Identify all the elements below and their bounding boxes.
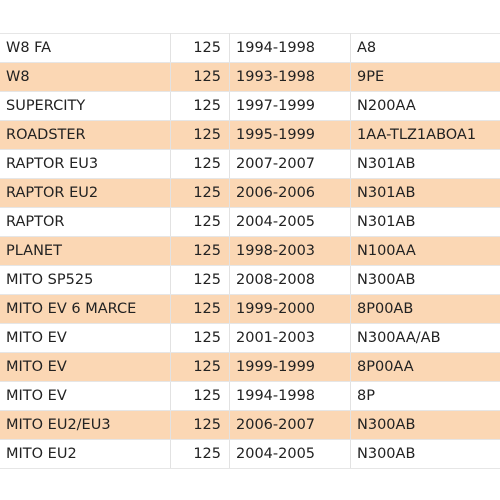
displacement-cell: 125 <box>170 265 230 295</box>
displacement-cell: 125 <box>170 120 230 150</box>
code-cell: 8P00AA <box>350 352 500 382</box>
table-row: RAPTOR 125 2004-2005 N301AB <box>0 207 500 237</box>
code-cell: N301AB <box>350 178 500 208</box>
model-cell: MITO EU2 <box>0 439 171 469</box>
code-cell: N300AA/AB <box>350 323 500 353</box>
model-cell: PLANET <box>0 236 171 266</box>
model-table-body: W8 FA 125 1994-1998 A8 W8 125 1993-1998 9PE SUPE… <box>0 33 500 469</box>
table-row: ROADSTER 125 1995-1999 1AA-TLZ1ABOA1 <box>0 120 500 150</box>
table-row: W8 FA 125 1994-1998 A8 <box>0 33 500 63</box>
model-cell: RAPTOR <box>0 207 171 237</box>
model-cell: MITO EV <box>0 381 171 411</box>
years-cell: 1994-1998 <box>229 381 351 411</box>
table-row: RAPTOR EU3 125 2007-2007 N301AB <box>0 149 500 179</box>
displacement-cell: 125 <box>170 178 230 208</box>
years-cell: 1995-1999 <box>229 120 351 150</box>
displacement-cell: 125 <box>170 410 230 440</box>
model-cell: MITO EV <box>0 352 171 382</box>
model-table-container: W8 FA 125 1994-1998 A8 W8 125 1993-1998 9PE SUPE… <box>0 33 500 469</box>
displacement-cell: 125 <box>170 62 230 92</box>
years-cell: 1994-1998 <box>229 33 351 63</box>
code-cell: N301AB <box>350 149 500 179</box>
years-cell: 2006-2007 <box>229 410 351 440</box>
table-row: MITO EU2 125 2004-2005 N300AB <box>0 439 500 469</box>
model-cell: MITO EV <box>0 323 171 353</box>
code-cell: N300AB <box>350 410 500 440</box>
code-cell: 8P <box>350 381 500 411</box>
table-row: MITO EV 125 2001-2003 N300AA/AB <box>0 323 500 353</box>
displacement-cell: 125 <box>170 91 230 121</box>
table-row: MITO EV 125 1994-1998 8P <box>0 381 500 411</box>
table-row: PLANET 125 1998-2003 N100AA <box>0 236 500 266</box>
years-cell: 1997-1999 <box>229 91 351 121</box>
code-cell: 1AA-TLZ1ABOA1 <box>350 120 500 150</box>
code-cell: N300AB <box>350 439 500 469</box>
code-cell: N200AA <box>350 91 500 121</box>
displacement-cell: 125 <box>170 352 230 382</box>
model-cell: W8 FA <box>0 33 171 63</box>
table-row: MITO SP525 125 2008-2008 N300AB <box>0 265 500 295</box>
code-cell: N301AB <box>350 207 500 237</box>
table-row: MITO EV 125 1999-1999 8P00AA <box>0 352 500 382</box>
model-cell: MITO SP525 <box>0 265 171 295</box>
model-table: W8 FA 125 1994-1998 A8 W8 125 1993-1998 9PE SUPE… <box>0 33 500 469</box>
model-cell: MITO EU2/EU3 <box>0 410 171 440</box>
table-row: SUPERCITY 125 1997-1999 N200AA <box>0 91 500 121</box>
displacement-cell: 125 <box>170 323 230 353</box>
years-cell: 1998-2003 <box>229 236 351 266</box>
years-cell: 2001-2003 <box>229 323 351 353</box>
years-cell: 1999-1999 <box>229 352 351 382</box>
code-cell: 8P00AB <box>350 294 500 324</box>
table-row: MITO EV 6 MARCE 125 1999-2000 8P00AB <box>0 294 500 324</box>
displacement-cell: 125 <box>170 439 230 469</box>
displacement-cell: 125 <box>170 33 230 63</box>
years-cell: 2004-2005 <box>229 207 351 237</box>
code-cell: N100AA <box>350 236 500 266</box>
model-cell: RAPTOR EU2 <box>0 178 171 208</box>
table-row: W8 125 1993-1998 9PE <box>0 62 500 92</box>
years-cell: 2007-2007 <box>229 149 351 179</box>
displacement-cell: 125 <box>170 381 230 411</box>
displacement-cell: 125 <box>170 149 230 179</box>
model-cell: SUPERCITY <box>0 91 171 121</box>
table-row: MITO EU2/EU3 125 2006-2007 N300AB <box>0 410 500 440</box>
code-cell: 9PE <box>350 62 500 92</box>
years-cell: 2004-2005 <box>229 439 351 469</box>
displacement-cell: 125 <box>170 236 230 266</box>
model-cell: ROADSTER <box>0 120 171 150</box>
years-cell: 2008-2008 <box>229 265 351 295</box>
code-cell: N300AB <box>350 265 500 295</box>
years-cell: 2006-2006 <box>229 178 351 208</box>
table-row: RAPTOR EU2 125 2006-2006 N301AB <box>0 178 500 208</box>
model-cell: W8 <box>0 62 171 92</box>
years-cell: 1993-1998 <box>229 62 351 92</box>
code-cell: A8 <box>350 33 500 63</box>
model-cell: MITO EV 6 MARCE <box>0 294 171 324</box>
years-cell: 1999-2000 <box>229 294 351 324</box>
displacement-cell: 125 <box>170 294 230 324</box>
model-cell: RAPTOR EU3 <box>0 149 171 179</box>
displacement-cell: 125 <box>170 207 230 237</box>
